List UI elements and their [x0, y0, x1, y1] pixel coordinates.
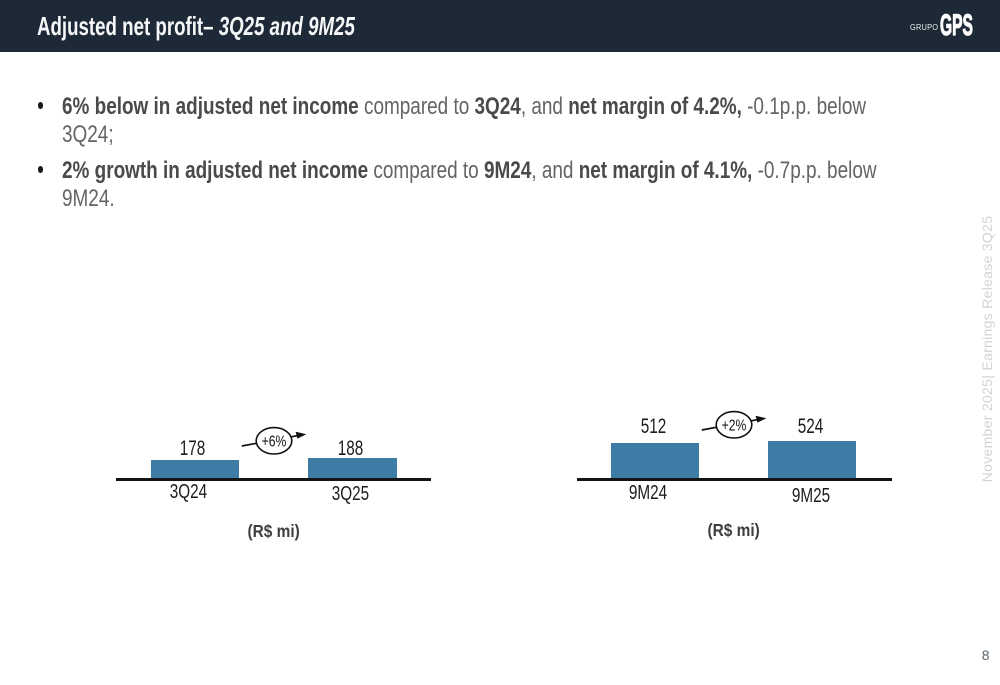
- svg-text:+6%: +6%: [262, 433, 287, 451]
- svg-text:+2%: +2%: [722, 417, 747, 435]
